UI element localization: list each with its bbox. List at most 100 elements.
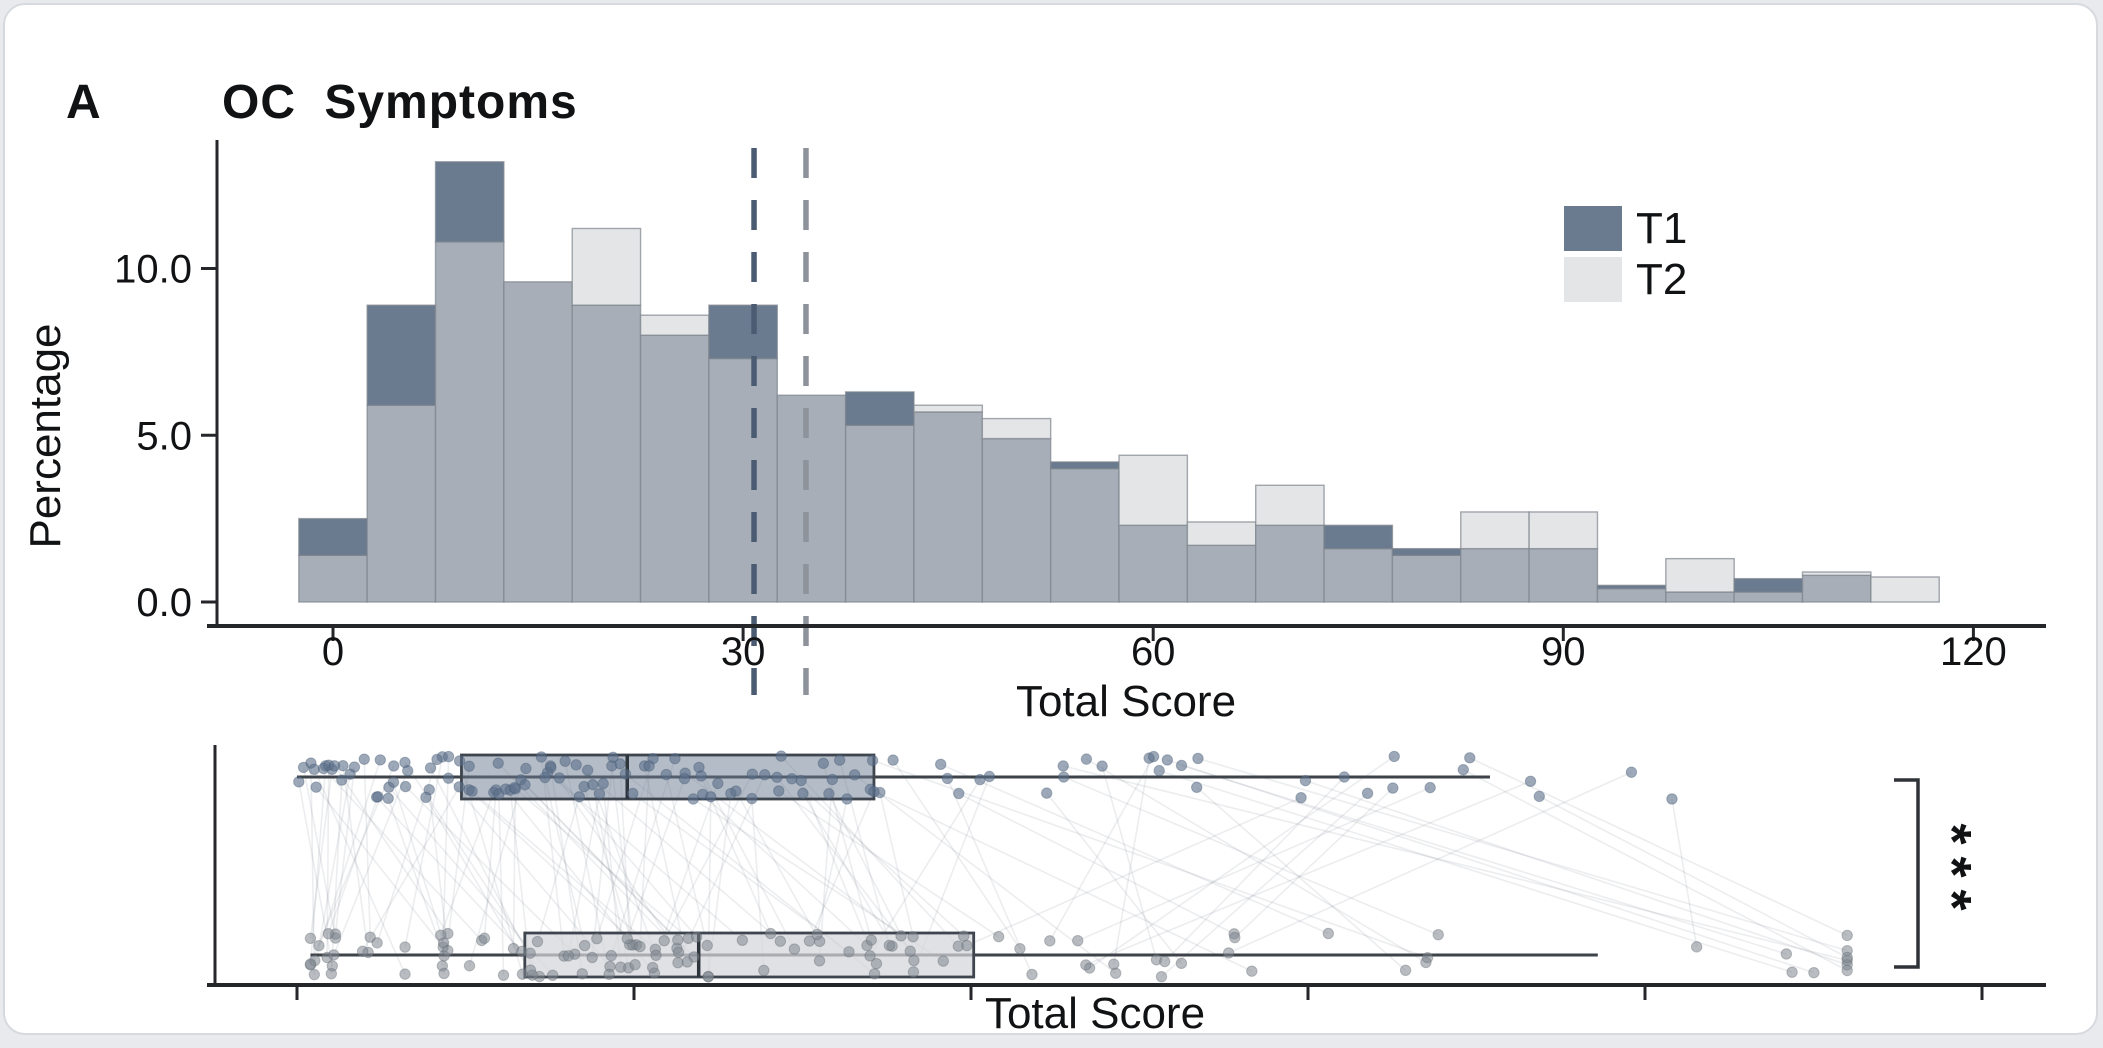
point-t2: [690, 931, 703, 943]
pair-connector-line: [309, 765, 327, 965]
point-t1: [797, 787, 809, 800]
hist-bar-t1: [844, 391, 915, 426]
pair-connector-line: [334, 766, 356, 935]
pair-connector-line: [869, 779, 981, 957]
hist-y-axis-ticks: 0.0 5.0 10.0: [114, 248, 217, 625]
hist-bar-overlap: [571, 304, 642, 603]
point-t2: [1222, 947, 1235, 959]
point-t1: [983, 770, 996, 783]
point-t1: [759, 769, 771, 781]
point-t1: [1524, 775, 1537, 788]
pair-connector-line: [818, 779, 834, 961]
pair-connector-line: [567, 793, 601, 957]
point-t1: [492, 757, 504, 769]
point-t2: [478, 932, 491, 944]
point-t1: [669, 752, 681, 765]
pair-connector-line: [663, 773, 754, 942]
pair-connector-line: [387, 798, 445, 957]
hist-bar-t2: [913, 404, 984, 413]
point-t2: [736, 934, 749, 946]
point-t2: [399, 968, 411, 980]
pair-connector-line: [1469, 757, 1848, 937]
point-t1: [1147, 750, 1160, 763]
point-t1: [1457, 764, 1469, 776]
point-t1: [833, 754, 846, 766]
point-t1: [705, 791, 717, 803]
point-t1: [358, 753, 370, 765]
point-t2: [313, 939, 325, 952]
point-t2: [992, 930, 1005, 943]
point-t2: [843, 946, 855, 958]
point-t1: [771, 771, 783, 783]
point-t2: [497, 969, 510, 981]
point-t1: [374, 754, 386, 766]
pair-connector-line: [735, 790, 821, 942]
pair-connector-line: [632, 792, 850, 953]
point-t2: [603, 968, 615, 981]
point-t2: [658, 934, 670, 947]
point-t2: [605, 949, 618, 962]
pair-connector-line: [1305, 779, 1848, 966]
point-t2: [764, 927, 777, 940]
pair-connector-line: [313, 769, 406, 975]
point-t1: [399, 780, 412, 793]
point-t1: [1533, 790, 1545, 803]
point-t2: [546, 969, 559, 981]
legend-label-t1: T1: [1636, 204, 1687, 253]
pair-connector-line: [326, 765, 330, 958]
point-t1: [786, 773, 798, 785]
pair-connector-line: [428, 789, 449, 951]
point-t1: [597, 777, 609, 790]
point-t1: [573, 791, 586, 803]
point-t1: [746, 768, 759, 780]
point-t1: [643, 760, 655, 772]
point-t1: [1096, 760, 1108, 772]
point-t1: [607, 751, 619, 763]
pair-connector-line: [333, 770, 409, 956]
hist-bar-t2: [1665, 557, 1735, 593]
hist-bar-t1: [708, 304, 778, 360]
point-t2: [672, 934, 684, 946]
point-t2: [1108, 958, 1120, 970]
point-t2: [1159, 955, 1171, 968]
pair-connector-line: [665, 774, 708, 946]
point-t2: [1080, 959, 1092, 971]
point-t2: [634, 940, 646, 953]
point-t2: [1841, 929, 1853, 942]
point-t2: [1026, 968, 1038, 981]
point-t1: [520, 762, 532, 775]
pair-connector-line: [361, 786, 460, 952]
point-t2: [586, 951, 598, 964]
point-t2: [865, 934, 877, 946]
point-t2: [883, 939, 896, 952]
point-t1: [1666, 793, 1678, 805]
pair-connector-line: [1101, 765, 1158, 960]
pair-connector-line: [405, 786, 576, 955]
point-t1: [545, 762, 557, 774]
pair-connector-line: [524, 784, 695, 958]
pair-connector-line: [1086, 758, 1427, 964]
pair-connector-line: [1196, 786, 1407, 971]
point-t1: [826, 773, 838, 786]
point-t1: [453, 781, 465, 793]
point-t2: [442, 944, 454, 957]
pair-connector-line: [468, 768, 527, 966]
x-tick-label: 90: [1541, 630, 1586, 674]
pair-connector-line: [333, 765, 449, 935]
hist-bar-overlap: [981, 437, 1052, 603]
pair-connector-line: [471, 790, 656, 950]
point-t1: [553, 772, 566, 784]
point-t1: [1295, 791, 1307, 804]
point-t2: [1808, 966, 1820, 979]
point-t2: [435, 929, 447, 941]
pair-connector-line: [946, 778, 1033, 975]
hist-bar-t1: [298, 517, 368, 557]
point-t1: [308, 763, 320, 776]
point-t2: [908, 954, 920, 967]
point-t1: [519, 779, 531, 791]
pair-connector-line: [1085, 780, 1531, 966]
pair-connector-line: [1164, 776, 1345, 963]
point-t2: [1175, 957, 1188, 970]
x-tick-label: 60: [1131, 630, 1176, 674]
pair-connector-line: [327, 796, 379, 934]
